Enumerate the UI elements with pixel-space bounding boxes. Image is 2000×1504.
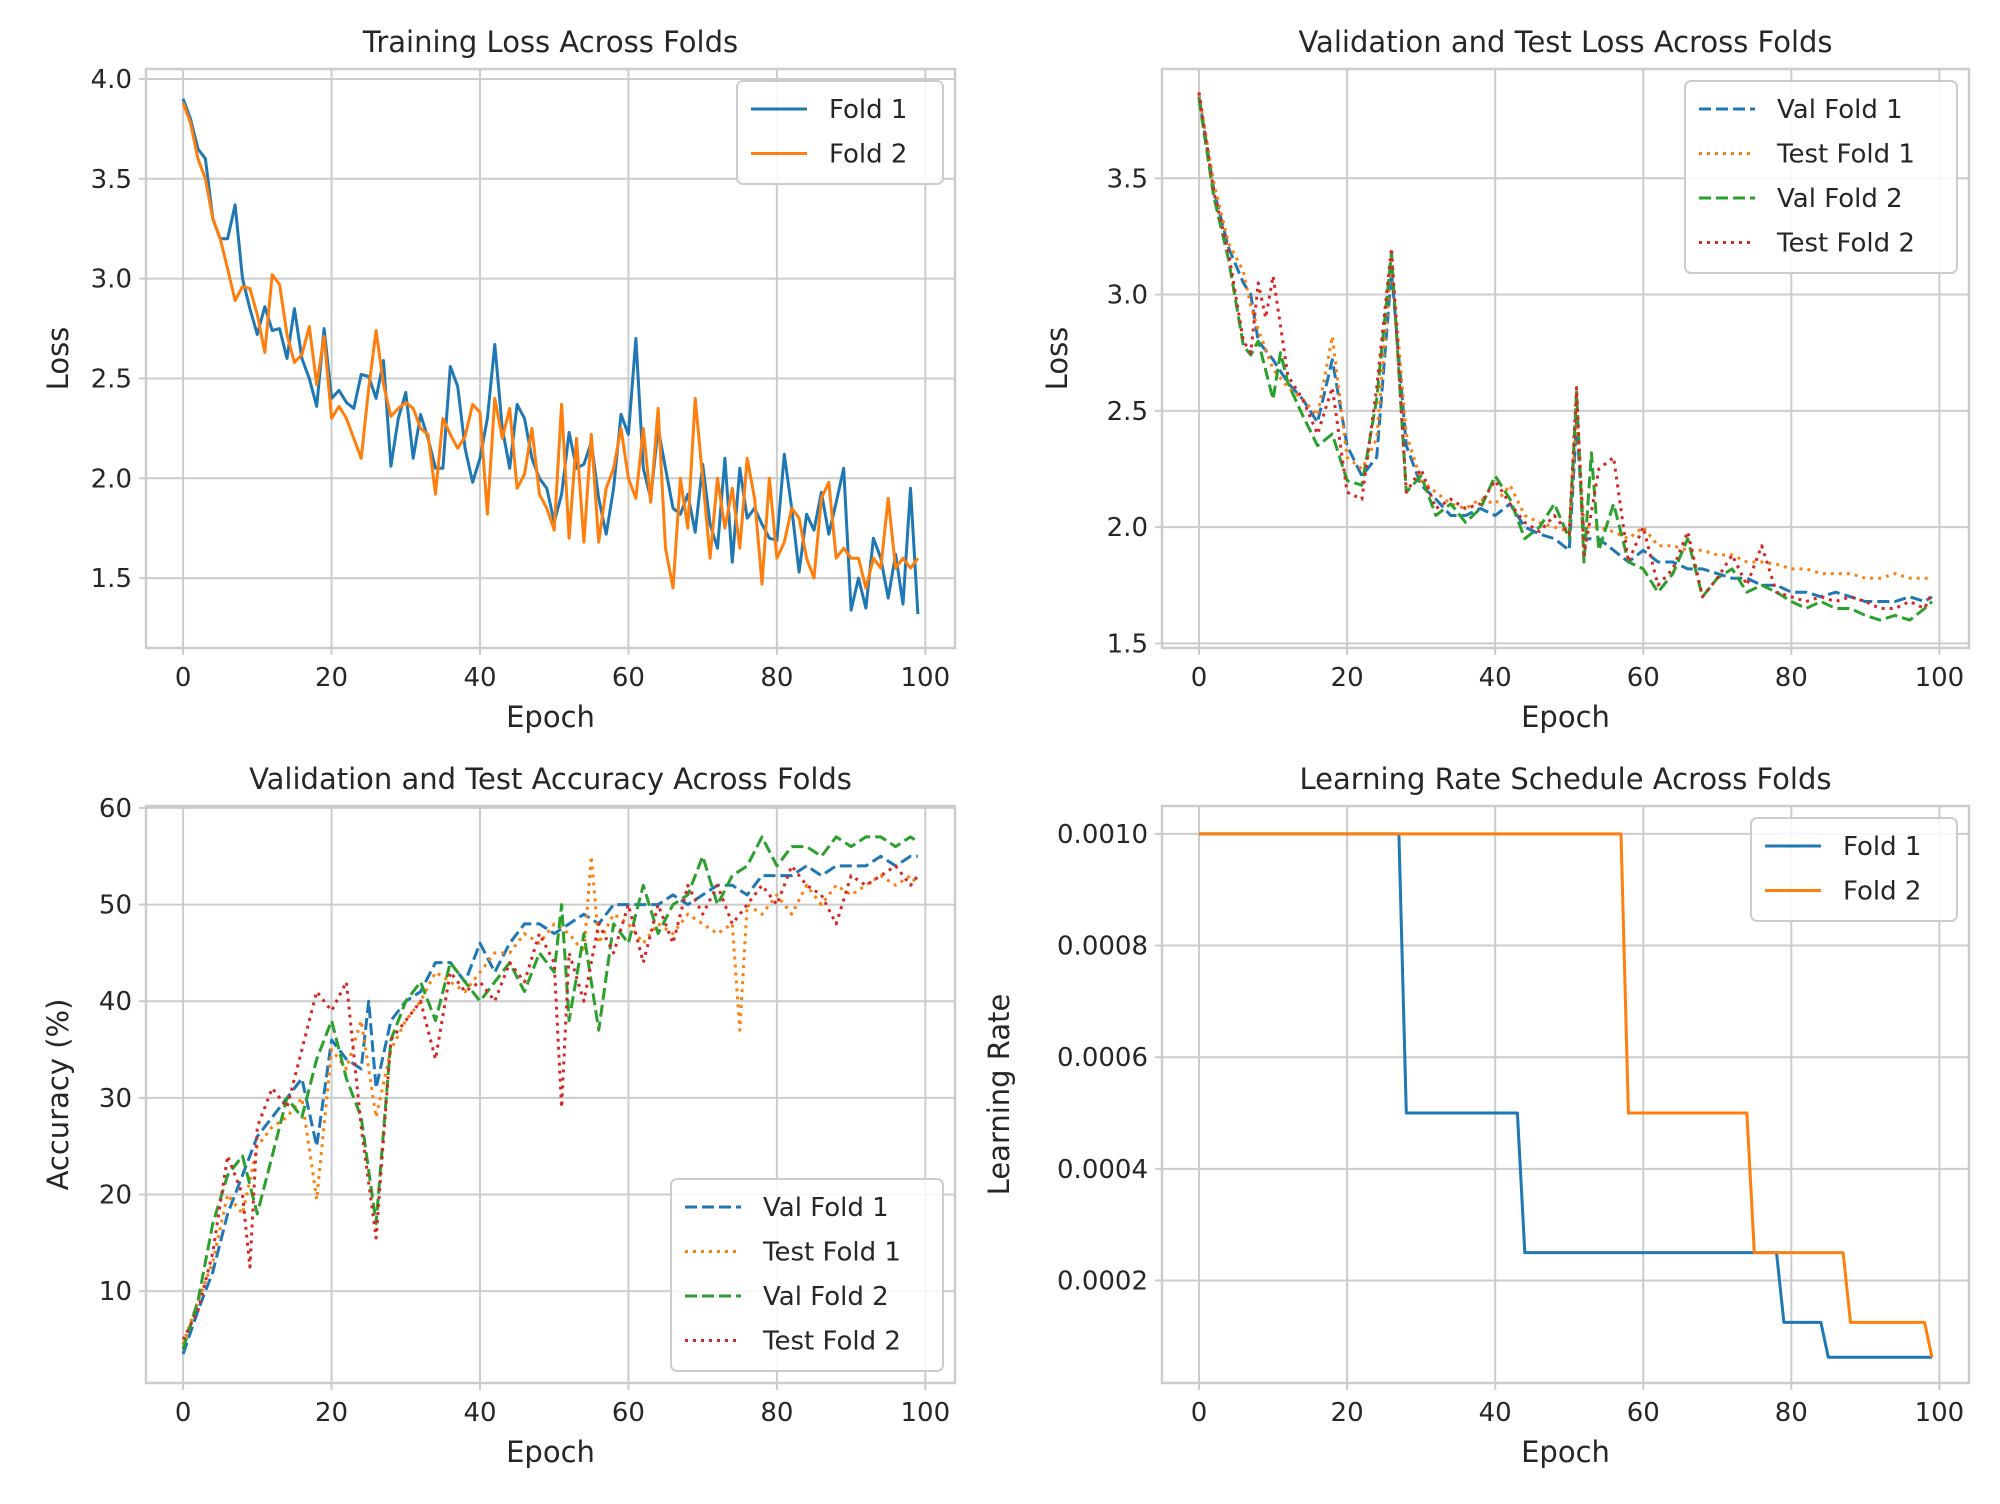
x-tick-label: 0 bbox=[175, 663, 192, 693]
y-tick-label: 3.0 bbox=[1107, 281, 1148, 311]
x-tick-label: 20 bbox=[1331, 663, 1364, 693]
x-tick-label: 80 bbox=[760, 663, 793, 693]
series-line-test-fold-2 bbox=[1197, 92, 1934, 610]
y-tick-label: 30 bbox=[99, 1084, 132, 1114]
y-tick-label: 1.5 bbox=[91, 564, 132, 594]
y-axis-label: Accuracy (%) bbox=[41, 999, 75, 1191]
x-tick-label: 100 bbox=[900, 1398, 950, 1428]
y-tick-label: 20 bbox=[99, 1181, 132, 1211]
y-tick-label: 0.0008 bbox=[1057, 932, 1148, 962]
x-tick-label: 20 bbox=[315, 663, 348, 693]
legend-label: Fold 2 bbox=[1843, 877, 1921, 907]
x-tick-label: 0 bbox=[1191, 663, 1208, 693]
y-tick-label: 40 bbox=[99, 987, 132, 1017]
x-tick-label: 0 bbox=[1191, 1398, 1208, 1428]
y-tick-label: 0.0002 bbox=[1057, 1267, 1148, 1297]
legend-label: Test Fold 1 bbox=[762, 1238, 901, 1268]
y-tick-label: 50 bbox=[99, 891, 132, 921]
panel-4: 0 20 40 60 80 100 0.0002 0.0004 0.0006 0.0008 0.00… bbox=[982, 762, 1971, 1469]
legend-box bbox=[1750, 817, 1958, 922]
x-tick-label: 100 bbox=[1915, 663, 1965, 693]
y-tick-label: 4.0 bbox=[91, 65, 132, 95]
legend-label: Fold 2 bbox=[829, 140, 907, 170]
legend-label: Fold 1 bbox=[829, 95, 907, 125]
chart-title: Validation and Test Loss Across Folds bbox=[1298, 25, 1832, 59]
y-tick-label: 3.5 bbox=[91, 165, 132, 195]
x-axis-label: Epoch bbox=[506, 1435, 595, 1469]
x-tick-label: 60 bbox=[1627, 663, 1660, 693]
series-line-fold-1 bbox=[1199, 832, 1932, 1359]
x-tick-label: 100 bbox=[900, 663, 950, 693]
series-line-fold-1 bbox=[181, 98, 920, 615]
y-axis-label: Loss bbox=[1040, 327, 1074, 391]
x-tick-label: 80 bbox=[760, 1398, 793, 1428]
legend: Val Fold 1 Test Fold 1 Val Fold 2 Test Fold… bbox=[1684, 80, 1958, 274]
legend-label: Test Fold 2 bbox=[1776, 229, 1915, 259]
y-tick-label: 1.5 bbox=[1107, 629, 1148, 659]
legend-label: Fold 1 bbox=[1843, 832, 1921, 862]
x-tick-label: 60 bbox=[612, 1398, 645, 1428]
y-tick-label: 2.5 bbox=[1107, 397, 1148, 427]
legend-label: Val Fold 2 bbox=[763, 1282, 889, 1312]
y-tick-label: 0.0004 bbox=[1057, 1155, 1148, 1185]
y-tick-label: 2.0 bbox=[91, 464, 132, 494]
x-axis-label: Epoch bbox=[1521, 700, 1610, 734]
y-tick-label: 2.5 bbox=[91, 364, 132, 394]
x-tick-label: 80 bbox=[1775, 1398, 1808, 1428]
legend-label: Val Fold 2 bbox=[1777, 184, 1903, 214]
x-tick-label: 100 bbox=[1915, 1398, 1965, 1428]
panel-3: 0 20 40 60 80 100 10 20 30 40 50 60 Validation and T… bbox=[41, 762, 957, 1469]
chart-title: Training Loss Across Folds bbox=[362, 25, 738, 59]
legend-label: Test Fold 1 bbox=[1776, 140, 1915, 170]
y-tick-label: 10 bbox=[99, 1277, 132, 1307]
series-line-val-fold-2 bbox=[181, 835, 919, 1350]
y-tick-label: 3.5 bbox=[1107, 164, 1148, 194]
legend-label: Val Fold 1 bbox=[1777, 95, 1903, 125]
x-tick-label: 20 bbox=[315, 1398, 348, 1428]
legend-box bbox=[736, 80, 944, 185]
y-axis-label: Learning Rate bbox=[982, 994, 1016, 1196]
y-tick-label: 60 bbox=[99, 794, 132, 824]
x-tick-label: 40 bbox=[463, 663, 496, 693]
plot-frame bbox=[144, 67, 957, 650]
series-line-fold-2 bbox=[181, 102, 920, 590]
plot-frame bbox=[144, 804, 957, 1385]
chart-title: Learning Rate Schedule Across Folds bbox=[1299, 762, 1831, 796]
plot-frame bbox=[1160, 804, 1971, 1385]
x-axis-label: Epoch bbox=[506, 700, 595, 734]
y-tick-label: 0.0006 bbox=[1057, 1043, 1148, 1073]
x-tick-label: 80 bbox=[1775, 663, 1808, 693]
legend-box bbox=[1684, 80, 1958, 274]
x-tick-label: 40 bbox=[1479, 1398, 1512, 1428]
chart-title: Validation and Test Accuracy Across Fold… bbox=[249, 762, 852, 796]
series-line-val-fold-1 bbox=[1197, 96, 1933, 603]
x-tick-label: 40 bbox=[463, 1398, 496, 1428]
series-line-val-fold-1 bbox=[181, 854, 918, 1355]
series-line-fold-2 bbox=[1199, 832, 1934, 1358]
legend-box bbox=[670, 1178, 944, 1372]
legend: Fold 1 Fold 2 bbox=[736, 80, 944, 185]
y-tick-label: 2.0 bbox=[1107, 513, 1148, 543]
x-tick-label: 20 bbox=[1331, 1398, 1364, 1428]
legend: Val Fold 1 Test Fold 1 Val Fold 2 Test Fold… bbox=[670, 1178, 944, 1372]
panel-2: 0 20 40 60 80 100 1.5 2.0 2.5 3.0 3.5 Validation an… bbox=[1040, 25, 1971, 734]
x-tick-label: 40 bbox=[1479, 663, 1512, 693]
y-axis-label: Loss bbox=[41, 327, 75, 391]
plot-frame bbox=[1160, 67, 1971, 650]
panel-1: 0 20 40 60 80 100 1.5 2.0 2.5 3.0 3.5 4.0 Training L… bbox=[41, 25, 957, 734]
legend-label: Test Fold 2 bbox=[762, 1327, 901, 1357]
x-tick-label: 60 bbox=[1627, 1398, 1660, 1428]
x-tick-label: 0 bbox=[175, 1398, 192, 1428]
legend: Fold 1 Fold 2 bbox=[1750, 817, 1958, 922]
x-axis-label: Epoch bbox=[1521, 1435, 1610, 1469]
y-tick-label: 0.0010 bbox=[1057, 820, 1148, 850]
series-line-test-fold-1 bbox=[181, 854, 920, 1345]
x-tick-label: 60 bbox=[612, 663, 645, 693]
series-line-val-fold-2 bbox=[1197, 98, 1934, 622]
legend-label: Val Fold 1 bbox=[763, 1193, 889, 1223]
y-tick-label: 3.0 bbox=[91, 265, 132, 295]
